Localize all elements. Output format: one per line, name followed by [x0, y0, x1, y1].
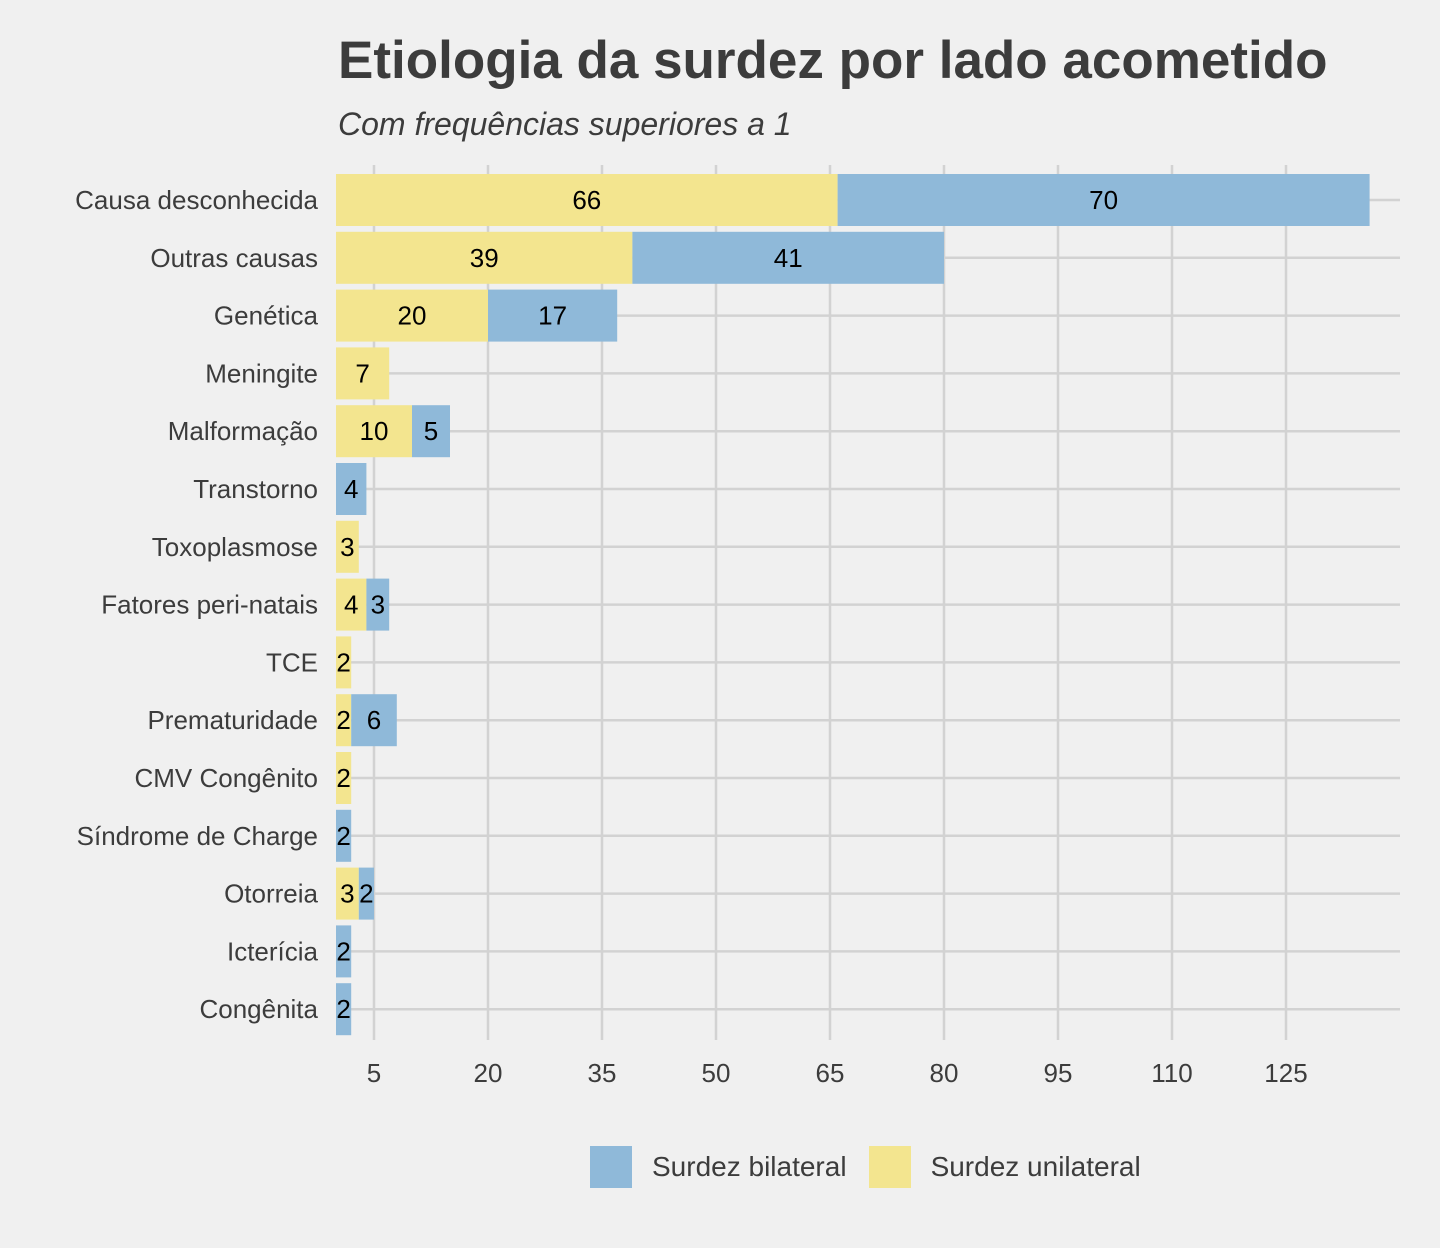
bar-unilateral: [336, 520, 359, 573]
legend-swatch-unilateral: [868, 1146, 911, 1188]
data-label: 2: [336, 821, 350, 851]
bar-bilateral: [837, 174, 1370, 226]
legend-item-bilateral: Surdez bilateral: [590, 1146, 847, 1188]
y-tick-label: Causa desconhecida: [75, 185, 318, 215]
bar-bilateral: [336, 925, 352, 978]
bar-bilateral: [358, 867, 374, 920]
chart-title: Etiologia da surdez por lado acometido: [338, 31, 1328, 90]
x-tick-label: 20: [474, 1058, 503, 1088]
y-tick-label: CMV Congênito: [134, 763, 318, 793]
data-label: 70: [1089, 185, 1118, 215]
bar-bilateral: [351, 694, 397, 747]
x-tick-label: 125: [1264, 1058, 1307, 1088]
x-tick-label: 50: [702, 1058, 731, 1088]
bar-unilateral: [336, 289, 488, 342]
legend-item-unilateral: Surdez unilateral: [868, 1146, 1141, 1188]
legend: Surdez bilateral Surdez unilateral: [590, 1146, 1163, 1188]
x-tick-label: 5: [367, 1058, 381, 1088]
data-label: 20: [398, 301, 427, 331]
y-tick-label: Outras causas: [150, 243, 318, 273]
bar-unilateral: [336, 694, 352, 747]
legend-swatch-bilateral: [590, 1146, 632, 1188]
y-tick-label: Genética: [214, 301, 319, 331]
x-tick-label: 65: [816, 1058, 845, 1088]
data-label: 2: [336, 705, 350, 735]
bar-bilateral: [336, 983, 352, 1036]
data-label: 2: [336, 763, 350, 793]
bar-unilateral: [336, 405, 412, 458]
bars: [336, 174, 1370, 1036]
bar-bilateral: [336, 809, 352, 862]
data-label: 66: [572, 185, 601, 215]
data-label: 2: [336, 936, 350, 966]
bar-unilateral: [336, 578, 367, 631]
y-tick-label: Transtorno: [193, 474, 318, 504]
legend-label-bilateral: Surdez bilateral: [652, 1151, 847, 1182]
y-tick-label: Síndrome de Charge: [77, 821, 318, 851]
data-label: 4: [344, 474, 358, 504]
data-label: 3: [371, 590, 385, 620]
data-label: 6: [367, 705, 381, 735]
data-label: 4: [344, 590, 358, 620]
x-tick-label: 80: [930, 1058, 959, 1088]
data-label: 3: [340, 879, 354, 909]
bar-bilateral: [336, 463, 367, 515]
x-tick-label: 110: [1151, 1058, 1192, 1088]
y-tick-label: Prematuridade: [147, 705, 318, 735]
y-tick-label: Icterícia: [227, 936, 319, 966]
data-label: 2: [336, 994, 350, 1024]
bar-unilateral: [336, 231, 633, 284]
y-tick-label: Toxoplasmose: [152, 532, 318, 562]
x-tick-label: 35: [588, 1058, 617, 1088]
data-label: 3: [340, 532, 354, 562]
bar-bilateral: [366, 578, 390, 631]
bar-unilateral: [336, 752, 352, 804]
y-tick-label: Fatores peri-natais: [101, 590, 318, 620]
data-label: 2: [359, 879, 373, 909]
data-label: 10: [360, 416, 389, 446]
bar-bilateral: [488, 289, 618, 342]
bar-bilateral: [632, 231, 944, 284]
bar-unilateral: [336, 174, 838, 226]
data-label: 5: [424, 416, 438, 446]
x-tick-label: 95: [1044, 1058, 1073, 1088]
y-tick-label: Meningite: [205, 358, 318, 388]
data-label: 17: [538, 301, 567, 331]
chart-subtitle: Com frequências superiores a 1: [338, 106, 792, 142]
data-label: 41: [774, 243, 803, 273]
y-tick-label: Malformação: [168, 416, 318, 446]
bar-unilateral: [336, 636, 352, 689]
data-label: 2: [336, 647, 350, 677]
bar-unilateral: [336, 867, 359, 920]
grid: [336, 165, 1400, 1040]
y-tick-label: TCE: [266, 647, 318, 677]
bar-bilateral: [412, 405, 450, 458]
bar-unilateral: [336, 347, 390, 400]
data-label: 39: [470, 243, 499, 273]
data-label: 7: [355, 358, 369, 388]
legend-label-unilateral: Surdez unilateral: [930, 1151, 1141, 1182]
y-tick-label: Congênita: [199, 994, 318, 1024]
y-tick-label: Otorreia: [224, 879, 318, 909]
